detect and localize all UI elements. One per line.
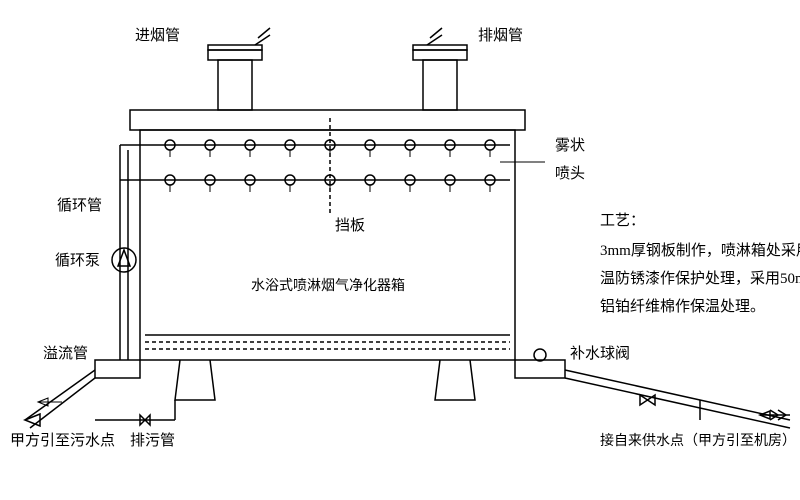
drain-label: 排污管 [130,432,175,449]
mist-label: 雾状 [555,137,585,154]
inlet-label: 进烟管 [135,27,180,44]
makeup-label: 补水球阀 [570,345,630,362]
process-line-3: 铝铂纤维棉作保温处理。 [600,298,765,315]
process-line-2: 温防锈漆作保护处理，采用50mm [600,270,800,287]
legs [175,360,475,400]
recirc-pump [112,248,136,272]
box-label: 水浴式喷淋烟气净化器箱 [251,278,405,294]
purifier-box [140,130,515,360]
process-heading: 工艺： [600,212,645,229]
process-line-1: 3mm厚钢板制作，喷淋箱处采用高 [600,241,800,259]
inlet-stack [208,28,270,110]
outlet-stack [413,28,467,110]
overflow-label: 溢流管 [43,345,88,362]
outlet-label: 排烟管 [478,27,523,44]
pump-label: 循环泵 [55,252,100,269]
recirc-pipe-label: 循环管 [57,197,102,214]
water-source-label: 接自来供水点（甲方引至机房） [600,432,796,449]
right-piping [515,349,790,428]
water-level [145,335,510,349]
baffle-label: 挡板 [335,216,365,234]
upper-lip [130,110,525,130]
left-piping [25,360,175,428]
sewer-label: 甲方引至污水点 [10,432,115,449]
nozzle-label: 喷头 [555,165,585,182]
